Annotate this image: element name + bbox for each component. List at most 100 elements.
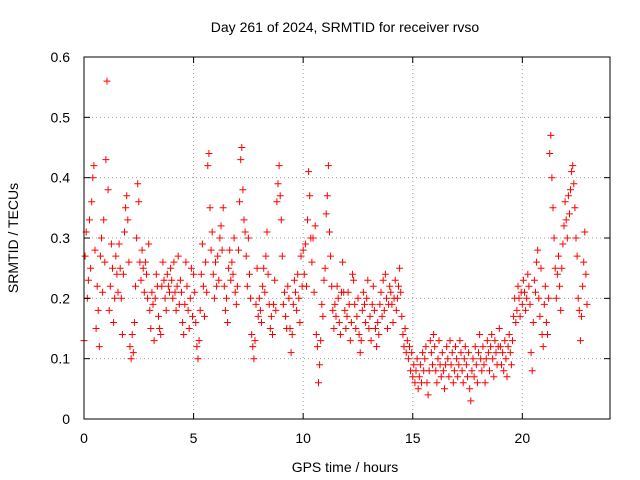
data-point bbox=[297, 252, 305, 260]
data-point bbox=[168, 276, 176, 284]
data-point bbox=[409, 373, 417, 381]
data-point bbox=[322, 210, 330, 218]
data-point bbox=[550, 234, 558, 242]
data-point bbox=[454, 373, 462, 381]
data-point bbox=[209, 270, 217, 278]
data-point bbox=[582, 270, 590, 278]
data-point bbox=[357, 337, 365, 345]
data-point bbox=[152, 270, 160, 278]
data-point bbox=[556, 282, 564, 290]
data-point bbox=[475, 349, 482, 357]
data-point bbox=[109, 264, 116, 272]
data-point bbox=[535, 294, 543, 302]
data-point bbox=[569, 162, 577, 170]
data-point bbox=[247, 294, 255, 302]
data-point bbox=[304, 216, 311, 224]
data-point bbox=[129, 349, 137, 357]
data-point bbox=[196, 306, 204, 314]
data-point bbox=[396, 264, 404, 272]
data-point bbox=[146, 306, 154, 314]
data-point bbox=[444, 355, 452, 363]
data-point bbox=[278, 252, 286, 260]
data-point bbox=[566, 210, 573, 218]
data-point bbox=[151, 294, 159, 302]
data-point bbox=[383, 294, 390, 302]
data-point bbox=[299, 246, 307, 254]
data-point bbox=[571, 204, 579, 212]
data-point bbox=[369, 282, 377, 290]
data-point bbox=[122, 204, 130, 212]
data-point bbox=[422, 343, 430, 351]
data-point bbox=[262, 252, 270, 260]
data-point bbox=[290, 276, 298, 284]
y-tick-label: 0.6 bbox=[51, 49, 71, 65]
data-point bbox=[171, 288, 179, 296]
y-tick-label: 0.5 bbox=[51, 109, 71, 125]
data-point bbox=[391, 276, 399, 284]
data-point bbox=[564, 192, 572, 200]
data-point bbox=[519, 276, 527, 284]
data-point bbox=[376, 300, 384, 308]
data-point bbox=[521, 288, 528, 296]
data-point bbox=[342, 325, 350, 332]
data-point bbox=[449, 379, 457, 387]
data-point bbox=[408, 349, 416, 357]
data-point bbox=[576, 337, 584, 345]
data-point bbox=[305, 168, 313, 176]
data-point bbox=[395, 282, 402, 290]
data-point bbox=[403, 337, 411, 345]
data-point bbox=[372, 325, 379, 332]
data-point bbox=[353, 312, 361, 320]
data-point bbox=[110, 319, 118, 326]
data-point bbox=[150, 337, 158, 345]
x-tick-label: 10 bbox=[295, 430, 311, 446]
y-tick-label: 0.2 bbox=[51, 290, 71, 306]
data-point bbox=[504, 343, 512, 351]
data-point bbox=[399, 331, 407, 338]
data-point bbox=[392, 306, 400, 314]
data-point bbox=[540, 300, 548, 308]
data-point bbox=[354, 294, 362, 302]
y-tick-label: 0.3 bbox=[51, 230, 71, 246]
data-point bbox=[255, 294, 263, 302]
data-point bbox=[487, 343, 495, 351]
data-point bbox=[216, 234, 224, 242]
data-point bbox=[486, 367, 493, 375]
data-point bbox=[180, 331, 188, 338]
data-point bbox=[121, 228, 128, 236]
data-point bbox=[545, 294, 553, 302]
data-point bbox=[252, 300, 260, 308]
data-point bbox=[201, 312, 208, 320]
data-point bbox=[434, 355, 442, 363]
data-point bbox=[160, 276, 168, 284]
data-point bbox=[133, 234, 141, 242]
data-point bbox=[553, 270, 561, 278]
data-point bbox=[562, 216, 570, 224]
data-point bbox=[155, 312, 162, 320]
data-point bbox=[228, 258, 236, 266]
data-point bbox=[498, 361, 505, 369]
data-point bbox=[113, 270, 121, 278]
data-point bbox=[189, 312, 196, 320]
data-point bbox=[238, 144, 246, 151]
data-point bbox=[437, 373, 445, 381]
data-point bbox=[470, 373, 478, 381]
data-point bbox=[264, 270, 272, 278]
data-point bbox=[570, 180, 578, 188]
data-point bbox=[253, 264, 261, 272]
data-point bbox=[174, 252, 182, 260]
data-point bbox=[352, 325, 360, 332]
data-point bbox=[579, 282, 587, 290]
data-point bbox=[182, 258, 190, 266]
data-point bbox=[536, 312, 544, 320]
data-point bbox=[455, 361, 463, 369]
y-tick-label: 0 bbox=[62, 411, 70, 427]
data-point bbox=[502, 355, 510, 363]
data-point bbox=[316, 361, 324, 369]
data-point bbox=[330, 325, 338, 332]
data-point bbox=[226, 246, 234, 254]
data-point bbox=[472, 361, 480, 369]
data-point bbox=[269, 331, 276, 338]
data-point bbox=[134, 180, 142, 188]
data-point bbox=[445, 373, 453, 381]
